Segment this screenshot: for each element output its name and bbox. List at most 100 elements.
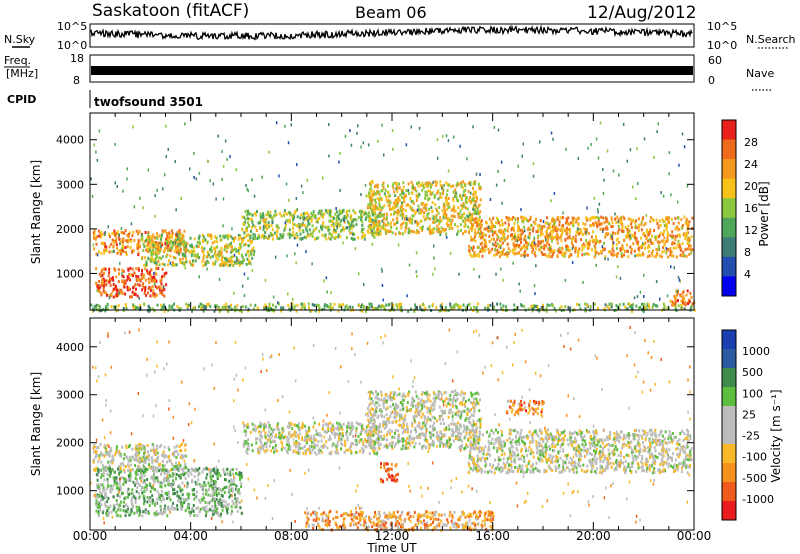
data-cell [510, 218, 513, 221]
data-cell [129, 471, 132, 475]
data-cell [168, 231, 171, 235]
data-cell [617, 265, 619, 269]
data-cell [313, 215, 316, 219]
data-cell [208, 501, 211, 505]
data-cell [175, 263, 178, 267]
data-cell [235, 505, 238, 509]
data-cell [436, 228, 439, 231]
data-cell [545, 309, 548, 313]
data-cell [464, 306, 467, 310]
data-cell [130, 222, 133, 226]
data-cell [402, 181, 405, 185]
data-cell [678, 278, 681, 282]
data-cell [135, 229, 138, 233]
data-cell [232, 478, 235, 482]
data-cell [681, 242, 684, 246]
data-cell [477, 204, 480, 208]
data-cell [158, 256, 161, 260]
data-cell [645, 229, 648, 233]
data-cell [565, 229, 568, 233]
data-cell [212, 511, 215, 515]
data-cell [339, 151, 341, 155]
data-cell [463, 204, 466, 208]
data-cell [309, 309, 312, 313]
data-cell [389, 223, 392, 227]
data-cell [394, 200, 397, 204]
data-cell [136, 451, 139, 455]
data-cell [615, 221, 618, 224]
data-cell [140, 488, 143, 492]
data-cell [510, 228, 513, 232]
data-cell [678, 244, 681, 248]
data-cell [378, 204, 381, 208]
data-cell [145, 485, 148, 489]
data-cell [665, 225, 668, 229]
data-cell [189, 471, 192, 475]
data-cell [230, 481, 233, 484]
data-cell [229, 471, 232, 474]
data-cell [444, 212, 447, 215]
data-cell [247, 244, 250, 248]
data-cell [118, 488, 121, 491]
data-cell [358, 304, 361, 308]
data-cell [147, 511, 150, 515]
data-cell [131, 234, 134, 238]
data-cell [363, 210, 366, 214]
nave-label: Nave [746, 67, 774, 80]
data-cell [578, 247, 581, 251]
data-cell [160, 245, 162, 248]
data-cell [493, 237, 495, 241]
data-cell [650, 241, 653, 245]
data-cell [579, 228, 582, 232]
data-cell [154, 511, 157, 515]
data-cell [236, 497, 239, 501]
data-cell [218, 278, 221, 281]
data-cell [177, 237, 180, 241]
data-cell [155, 453, 157, 457]
data-cell [298, 225, 301, 229]
data-cell [572, 244, 575, 248]
data-cell [120, 288, 123, 292]
data-cell [209, 179, 211, 183]
data-cell [607, 250, 610, 254]
data-cell [245, 213, 248, 217]
data-cell [147, 497, 150, 501]
data-cell [597, 208, 599, 211]
data-cell [173, 454, 176, 458]
data-cell [211, 513, 214, 517]
data-cell [481, 241, 483, 245]
data-cell [390, 225, 393, 229]
data-cell [587, 146, 589, 150]
data-cell [207, 233, 210, 237]
data-cell [125, 446, 128, 450]
data-cell [105, 305, 107, 309]
data-cell [98, 457, 101, 460]
data-cell [292, 226, 294, 230]
data-cell [97, 287, 100, 291]
data-cell [231, 237, 234, 241]
data-cell [144, 278, 147, 282]
data-cell [499, 255, 501, 259]
data-cell [473, 220, 476, 224]
data-cell [473, 196, 476, 199]
data-cell [587, 232, 590, 235]
data-cell [109, 283, 112, 287]
data-cell [129, 474, 132, 478]
data-cell [426, 212, 429, 216]
data-cell [107, 451, 110, 455]
data-cell [197, 244, 200, 248]
data-cell [137, 491, 140, 495]
data-cell [295, 309, 298, 313]
data-cell [168, 473, 171, 477]
data-cell [501, 250, 504, 254]
data-cell [205, 514, 207, 518]
data-cell [688, 299, 691, 303]
data-cell [405, 143, 408, 147]
data-cell [163, 454, 165, 458]
data-cell [348, 209, 351, 213]
data-cell [338, 217, 340, 221]
data-cell [234, 309, 236, 313]
data-cell [220, 512, 223, 516]
data-cell [171, 231, 174, 235]
data-cell [643, 223, 646, 227]
